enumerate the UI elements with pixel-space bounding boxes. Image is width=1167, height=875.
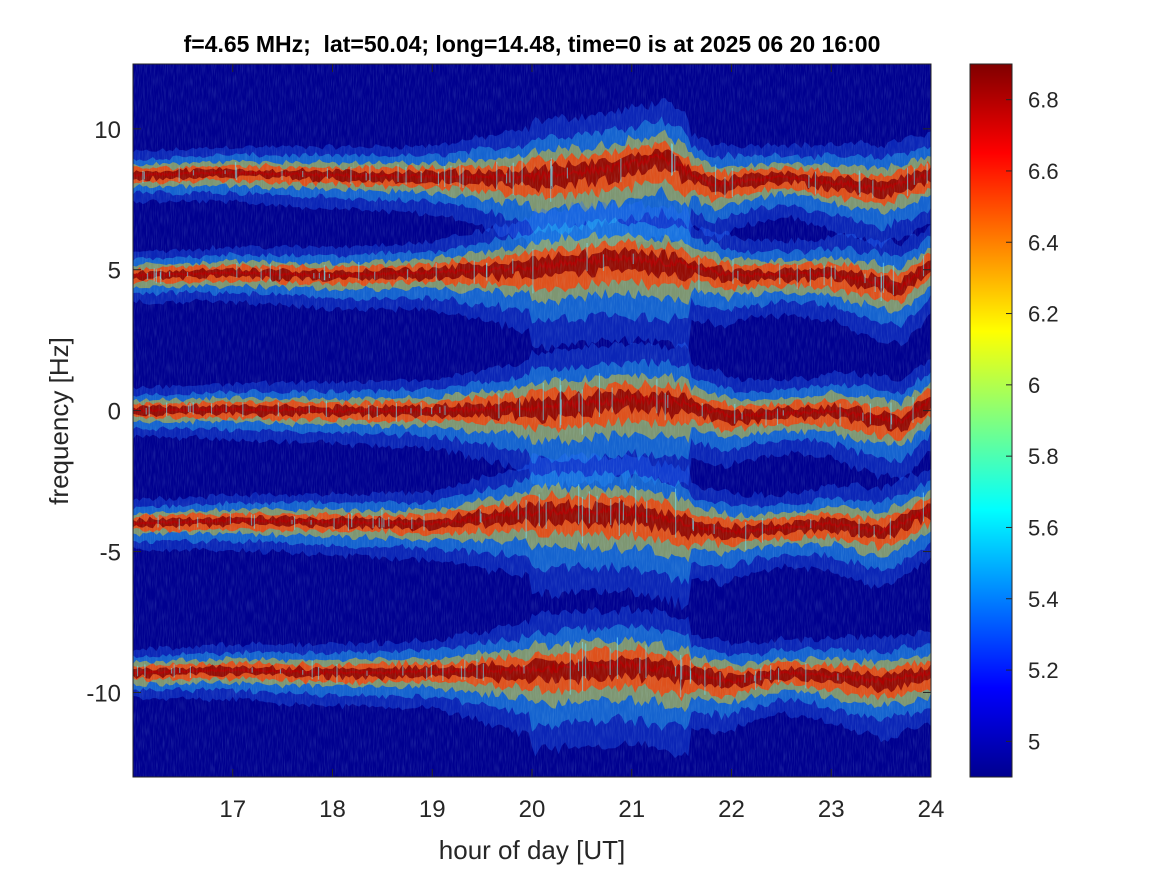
x-axis-label: hour of day [UT] [439,835,625,865]
x-tick-label: 23 [818,796,845,823]
x-tick-label: 24 [918,796,945,823]
colorbar-tick-label: 5.8 [1028,444,1059,469]
colorbar-tick-label: 6.4 [1028,230,1059,255]
noise-texture [133,64,931,777]
colorbar-border [969,63,1013,778]
x-axis-ticks: 17 18 19 20 21 22 23 24 [219,64,944,823]
colorbar-tick-label: 6.6 [1028,159,1059,184]
y-tick-label: -5 [100,540,121,567]
colorbar-tick-label: 5 [1028,729,1040,754]
colorbar-tick-label: 5.6 [1028,515,1059,540]
y-axis-ticks: -10 -5 0 5 10 [86,117,931,707]
y-tick-label: 10 [94,117,121,144]
colorbar: 5 5.2 5.4 5.6 5.8 6 6.2 6.4 6.6 6.8 [969,63,1059,778]
x-tick-label: 21 [618,796,645,823]
plot-area [132,63,932,778]
colorbar-tick-label: 5.2 [1028,658,1059,683]
chart-title: f=4.65 MHz; lat=50.04; long=14.48, time=… [184,31,881,57]
colorbar-gradient [970,64,1012,777]
x-tick-label: 17 [219,796,246,823]
spectral-traces [133,64,931,777]
colorbar-tick-label: 5.4 [1028,587,1059,612]
colorbar-tick-label: 6 [1028,373,1040,398]
x-tick-label: 19 [419,796,446,823]
x-tick-label: 18 [319,796,346,823]
y-tick-label: 0 [108,399,121,426]
colorbar-tick-label: 6.2 [1028,302,1059,327]
colorbar-tick-label: 6.8 [1028,88,1059,113]
y-tick-label: 5 [108,258,121,285]
x-tick-label: 22 [718,796,745,823]
y-tick-label: -10 [86,680,121,707]
colorbar-ticks: 5 5.2 5.4 5.6 5.8 6 6.2 6.4 6.6 6.8 [1006,88,1059,754]
y-axis-label: frequency [Hz] [44,337,74,505]
x-tick-label: 20 [519,796,546,823]
